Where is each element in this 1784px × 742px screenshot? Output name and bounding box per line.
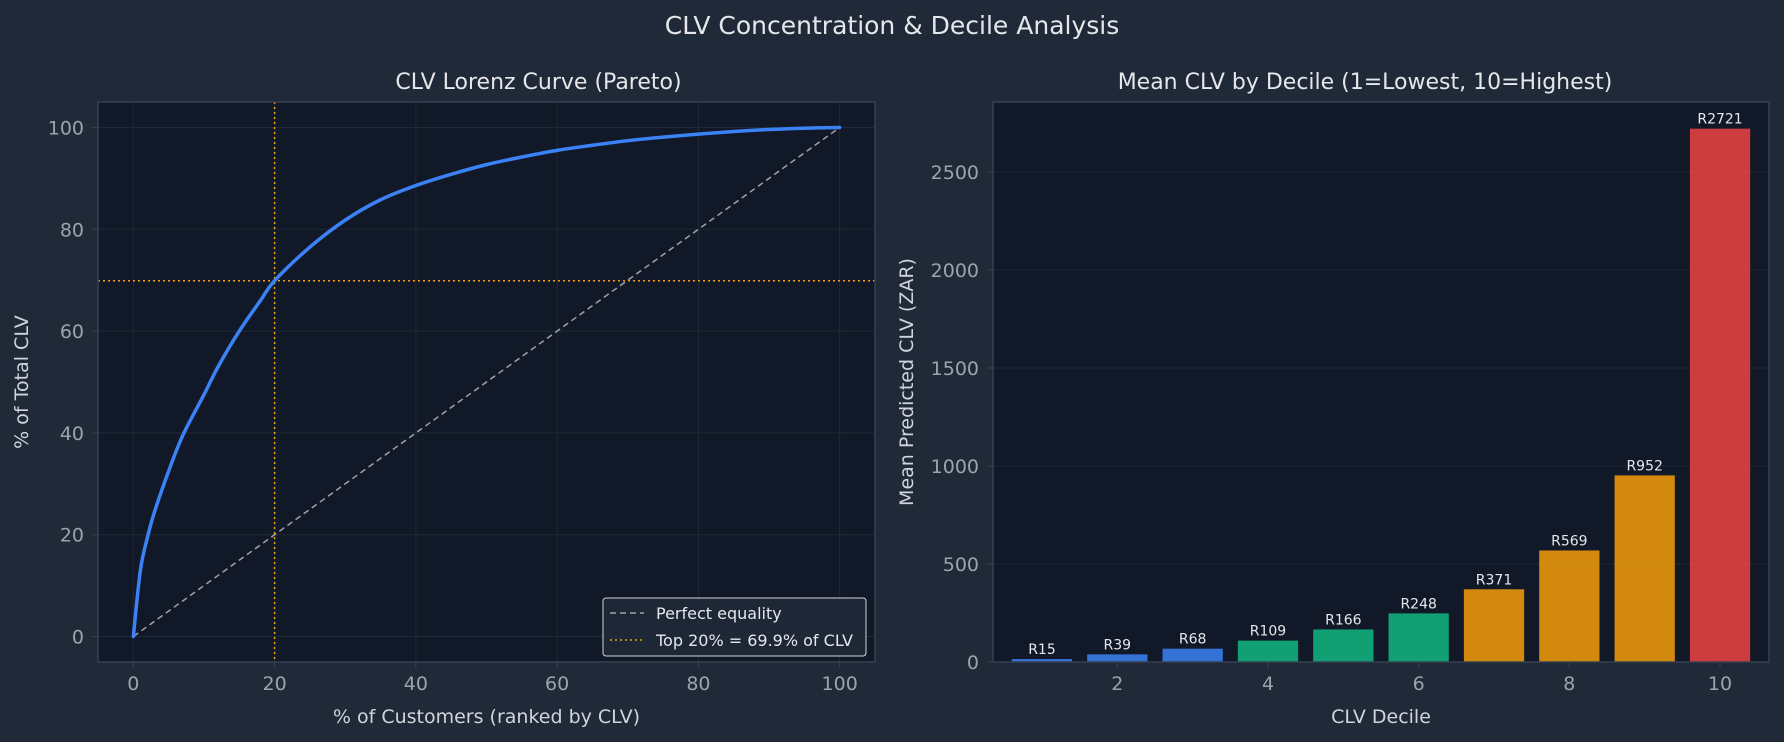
- lorenz-tick-labels: 0 20 40 60 80 100 0 20 40 60 80 100: [48, 117, 858, 695]
- decile-bars: [1011, 128, 1751, 662]
- lorenz-y-tick-label: 20: [60, 525, 84, 547]
- lorenz-plot-border: [97, 101, 876, 663]
- lorenz-plot-content: [98, 102, 875, 662]
- lorenz-y-axis-label: % of Total CLV: [11, 315, 33, 449]
- decile-tick-labels: 0 500 1000 1500 2000 2500 2 4 6 8 10: [931, 162, 1732, 695]
- perfect-equality-line: [132, 126, 841, 638]
- lorenz-y-tick-label: 100: [48, 117, 84, 139]
- decile-bar-label-8: R569: [1551, 533, 1587, 549]
- lorenz-x-axis-label: % of Customers (ranked by CLV): [333, 706, 640, 728]
- decile-y-tick-label: 500: [943, 554, 979, 576]
- lorenz-x-tick-label: 40: [404, 673, 428, 695]
- decile-bar-10: [1689, 128, 1751, 662]
- decile-y-tick-label: 1500: [931, 358, 979, 380]
- lorenz-chart-panel: CLV Lorenz Curve (Pareto) 0 20 40 60 80 100 0 2…: [11, 70, 876, 728]
- lorenz-x-tick-label: 20: [262, 673, 286, 695]
- decile-plot-border: [992, 101, 1770, 663]
- decile-x-axis-label: CLV Decile: [1331, 706, 1431, 728]
- decile-bar-label-3: R68: [1179, 632, 1207, 648]
- decile-bar-label-4: R109: [1250, 624, 1286, 640]
- decile-y-tick-label: 2000: [931, 260, 979, 282]
- decile-bar-label-10: R2721: [1697, 112, 1742, 128]
- decile-x-tick-label: 4: [1262, 673, 1274, 695]
- lorenz-chart-title: CLV Lorenz Curve (Pareto): [395, 70, 681, 95]
- decile-x-tick-label: 2: [1111, 673, 1123, 695]
- decile-y-tick-label: 2500: [931, 162, 979, 184]
- decile-x-tick-label: 6: [1413, 673, 1425, 695]
- decile-bar-4: [1237, 640, 1299, 662]
- decile-x-tick-label: 8: [1563, 673, 1575, 695]
- decile-bar-3: [1162, 648, 1223, 662]
- decile-y-tick-label: 1000: [931, 456, 979, 478]
- decile-bar-8: [1539, 550, 1600, 662]
- decile-bar-7: [1463, 589, 1525, 662]
- lorenz-x-tick-label: 0: [127, 673, 139, 695]
- decile-bar-9: [1614, 475, 1675, 662]
- legend-box: [602, 597, 867, 657]
- legend-label-equality: Perfect equality: [656, 604, 782, 623]
- decile-y-tick-label: 0: [967, 652, 979, 674]
- decile-bar-labels: R15 R39 R68 R109 R166 R248 R371 R569 R952 R2721: [1028, 112, 1743, 658]
- decile-bar-label-9: R952: [1626, 458, 1662, 474]
- lorenz-x-tick-label: 60: [545, 673, 569, 695]
- decile-chart-panel: Mean CLV by Decile (1=Lowest, 10=Highest…: [896, 70, 1770, 728]
- decile-bar-1: [1011, 659, 1073, 662]
- decile-bar-label-1: R15: [1028, 642, 1056, 658]
- decile-chart-title: Mean CLV by Decile (1=Lowest, 10=Highest…: [1118, 70, 1613, 95]
- decile-bar-5: [1313, 629, 1374, 662]
- lorenz-y-tick-label: 0: [72, 627, 84, 649]
- lorenz-y-tick-label: 80: [60, 219, 84, 241]
- lorenz-curve-line: [131, 125, 842, 639]
- decile-bar-label-5: R166: [1325, 612, 1362, 628]
- decile-bar-6: [1388, 613, 1449, 662]
- decile-bar-label-6: R248: [1400, 596, 1436, 612]
- decile-bar-2: [1087, 654, 1148, 662]
- legend-label-top20: Top 20% = 69.9% of CLV: [655, 631, 853, 650]
- decile-bar-label-7: R371: [1476, 572, 1512, 588]
- figure-title: CLV Concentration & Decile Analysis: [665, 11, 1120, 40]
- lorenz-y-tick-label: 60: [60, 321, 84, 343]
- decile-bar-label-2: R39: [1104, 637, 1132, 653]
- decile-y-axis-label: Mean Predicted CLV (ZAR): [896, 258, 918, 506]
- lorenz-x-tick-label: 100: [822, 673, 858, 695]
- lorenz-y-tick-label: 40: [60, 423, 84, 445]
- lorenz-legend: Perfect equality Top 20% = 69.9% of CLV: [602, 597, 867, 657]
- lorenz-x-tick-label: 80: [686, 673, 710, 695]
- decile-x-tick-label: 10: [1708, 673, 1732, 695]
